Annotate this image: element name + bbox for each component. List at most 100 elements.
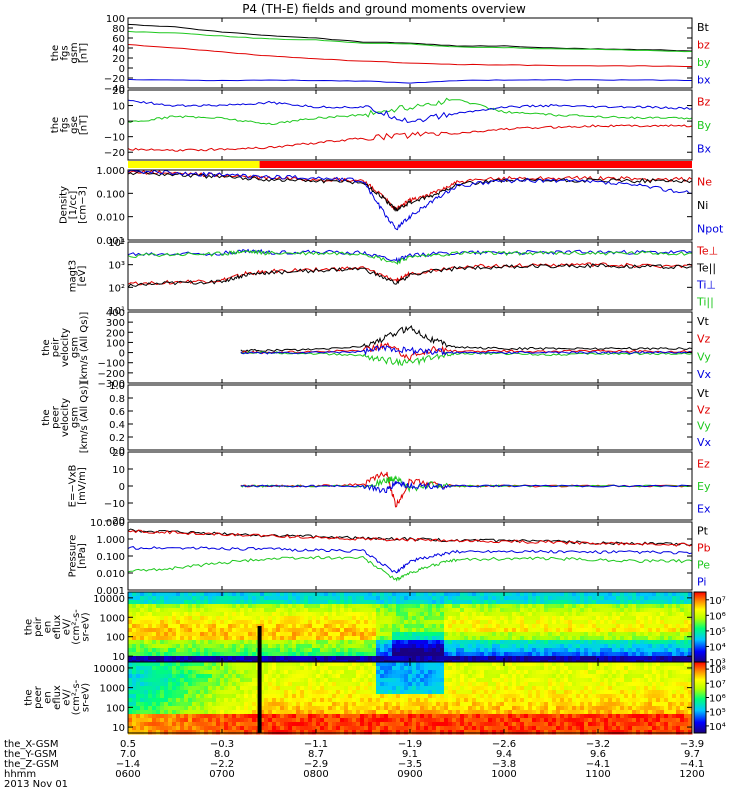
spectrogram-cell (244, 666, 249, 671)
spectrogram-cell (472, 702, 477, 707)
spectrogram-cell (304, 722, 309, 727)
spectrogram-cell (584, 710, 589, 715)
spectrogram-cell (244, 678, 249, 683)
spectrogram-cell (284, 698, 289, 703)
spectrogram-cell (524, 620, 529, 625)
spectrogram-cell (148, 710, 153, 715)
spectrogram-cell (292, 730, 297, 735)
spectrogram-cell (296, 670, 301, 675)
spectrogram-cell (228, 596, 233, 601)
spectrogram-cell (168, 694, 173, 699)
spectrogram-cell (136, 682, 141, 687)
spectrogram-cell (540, 592, 545, 597)
spectrogram-cell (548, 608, 553, 613)
spectrogram-cell (496, 612, 501, 617)
spectrogram-cell (624, 640, 629, 645)
spectrogram-cell (444, 718, 449, 723)
spectrogram-cell (292, 718, 297, 723)
spectrogram-cell (588, 662, 593, 667)
spectrogram-cell (384, 600, 389, 605)
spectrogram-cell (136, 678, 141, 683)
spectrogram-cell (472, 604, 477, 609)
spectrogram-cell (536, 620, 541, 625)
spectrogram-cell (140, 604, 145, 609)
spectrogram-cell (144, 686, 149, 691)
spectrogram-cell (596, 612, 601, 617)
spectrogram-cell (664, 620, 669, 625)
spectrogram-cell (540, 670, 545, 675)
spectrogram-cell (168, 652, 173, 657)
spectrogram-cell (360, 632, 365, 637)
spectrogram-cell (564, 666, 569, 671)
spectrogram-cell (352, 686, 357, 691)
spectrogram-cell (624, 624, 629, 629)
spectrogram-cell (644, 656, 649, 661)
spectrogram-cell (440, 616, 445, 621)
spectrogram-cell (536, 592, 541, 597)
spectrogram-cell (200, 644, 205, 649)
spectrogram-cell (296, 636, 301, 641)
spectrogram-cell (536, 706, 541, 711)
spectrogram-cell (180, 596, 185, 601)
spectrogram-cell (308, 678, 313, 683)
spectrogram-cell (192, 674, 197, 679)
spectrogram-cell (340, 636, 345, 641)
spectrogram-cell (524, 592, 529, 597)
spectrogram-cell (604, 596, 609, 601)
spectrogram-cell (332, 636, 337, 641)
spectrogram-cell (372, 718, 377, 723)
spectrogram-cell (552, 670, 557, 675)
spectrogram-cell (448, 632, 453, 637)
spectrogram-cell (556, 718, 561, 723)
spectrogram-cell (316, 702, 321, 707)
spectrogram-cell (356, 714, 361, 719)
spectrogram-cell (148, 662, 153, 667)
spectrogram-cell (132, 628, 137, 633)
y-tick-label: 100 (106, 633, 125, 644)
spectrogram-cell (568, 624, 573, 629)
spectrogram-cell (500, 726, 505, 731)
spectrogram-cell (584, 620, 589, 625)
spectrogram-cell (540, 682, 545, 687)
spectrogram-cell (224, 730, 229, 735)
spectrogram-cell (576, 652, 581, 657)
spectrogram-cell (644, 632, 649, 637)
spectrogram-cell (224, 644, 229, 649)
spectrogram-cell (292, 632, 297, 637)
spectrogram-cell (420, 648, 425, 653)
spectrogram-cell (452, 636, 457, 641)
spectrogram-cell (568, 706, 573, 711)
spectrogram-cell (248, 644, 253, 649)
spectrogram-cell (568, 612, 573, 617)
spectrogram-cell (260, 682, 265, 687)
spectrogram-cell (380, 656, 385, 661)
spectrogram-cell (564, 694, 569, 699)
spectrogram-cell (480, 628, 485, 633)
spectrogram-cell (608, 628, 613, 633)
spectrogram-cell (588, 698, 593, 703)
spectrogram-cell (468, 636, 473, 641)
spectrogram-cell (508, 698, 513, 703)
spectrogram-cell (484, 706, 489, 711)
spectrogram-cell (536, 608, 541, 613)
spectrogram-cell (360, 644, 365, 649)
spectrogram-cell (316, 648, 321, 653)
spectrogram-cell (456, 718, 461, 723)
spectrogram-cell (340, 620, 345, 625)
spectrogram-cell (324, 596, 329, 601)
spectrogram-cell (468, 698, 473, 703)
spectrogram-cell (236, 652, 241, 657)
spectrogram-cell (400, 608, 405, 613)
spectrogram-cell (464, 616, 469, 621)
spectrogram-cell (396, 640, 401, 645)
spectrogram-cell (488, 620, 493, 625)
spectrogram-cell (332, 726, 337, 731)
spectrogram-cell (552, 710, 557, 715)
spectrogram-cell (252, 608, 257, 613)
spectrogram-cell (192, 662, 197, 667)
spectrogram-cell (416, 682, 421, 687)
spectrogram-cell (560, 670, 565, 675)
spectrogram-cell (588, 644, 593, 649)
spectrogram-cell (644, 640, 649, 645)
